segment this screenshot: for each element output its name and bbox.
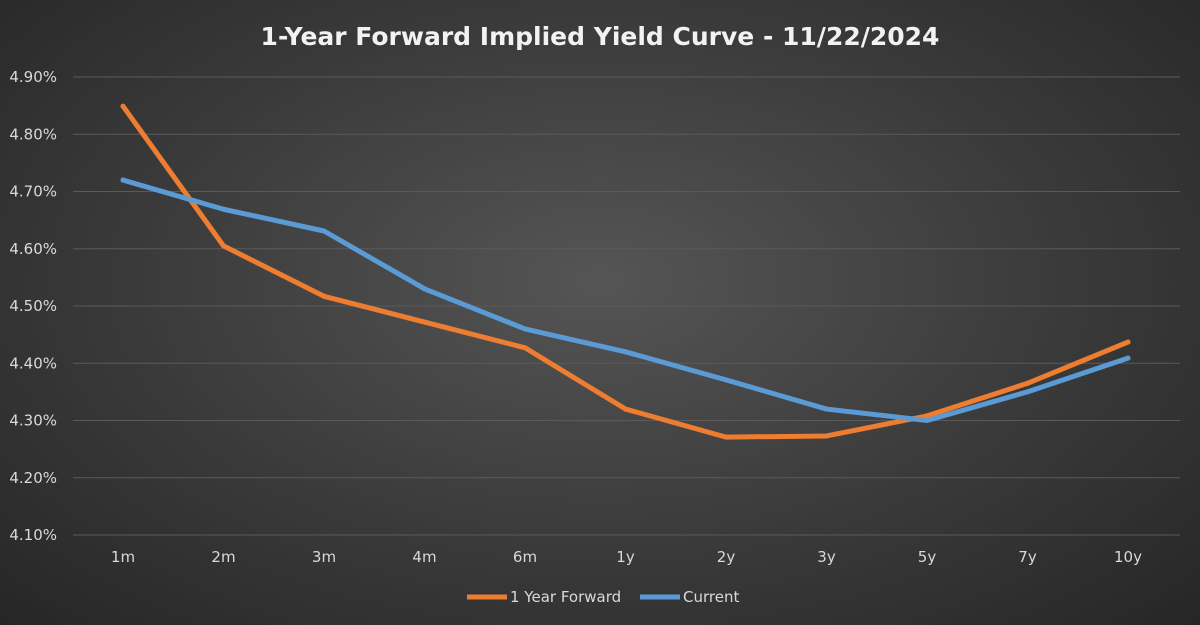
y-tick-label: 4.50% [9,297,57,315]
x-tick-label: 6m [513,548,537,566]
data-point [522,326,528,332]
x-tick-label: 3m [312,548,336,566]
x-tick-label: 2y [717,548,736,566]
x-tick-label: 7y [1018,548,1037,566]
chart-title: 1-Year Forward Implied Yield Curve - 11/… [261,22,940,51]
data-point [120,103,126,109]
x-tick-label: 5y [918,548,937,566]
data-point [623,349,628,355]
x-tick-label: 10y [1114,548,1142,566]
series-line-1-year-forward [120,103,1131,440]
legend-item: 1 Year Forward [467,588,621,606]
data-point [422,286,427,292]
legend-label: 1 Year Forward [510,588,621,606]
x-tick-label: 1y [616,548,635,566]
data-point [623,406,628,412]
data-point [723,434,729,440]
data-point [422,319,427,325]
data-point [522,345,528,351]
data-point [321,293,327,299]
legend-item: Current [640,588,739,606]
data-point [1025,380,1030,386]
x-tick-label: 3y [817,548,836,566]
data-point [723,377,729,383]
data-point [924,418,930,423]
series-line-current [120,177,1131,423]
data-point [1125,339,1131,345]
data-point [824,433,829,439]
y-tick-label: 4.70% [9,183,57,201]
y-tick-label: 4.10% [9,526,57,544]
x-tick-label: 1m [111,548,135,566]
data-point [1125,355,1131,361]
y-tick-label: 4.40% [9,354,57,372]
y-tick-label: 4.30% [9,412,57,430]
data-point [221,243,226,249]
y-tick-label: 4.90% [9,68,57,86]
data-point [824,406,829,412]
x-tick-label: 2m [211,548,235,566]
data-point [120,177,126,183]
y-tick-label: 4.20% [9,469,57,487]
data-point [321,228,327,234]
data-point [221,206,226,212]
x-tick-label: 4m [412,548,436,566]
legend-label: Current [683,588,739,606]
data-point [924,413,930,419]
y-tick-label: 4.80% [9,125,57,143]
data-point [1025,389,1030,395]
y-tick-label: 4.60% [9,240,57,258]
